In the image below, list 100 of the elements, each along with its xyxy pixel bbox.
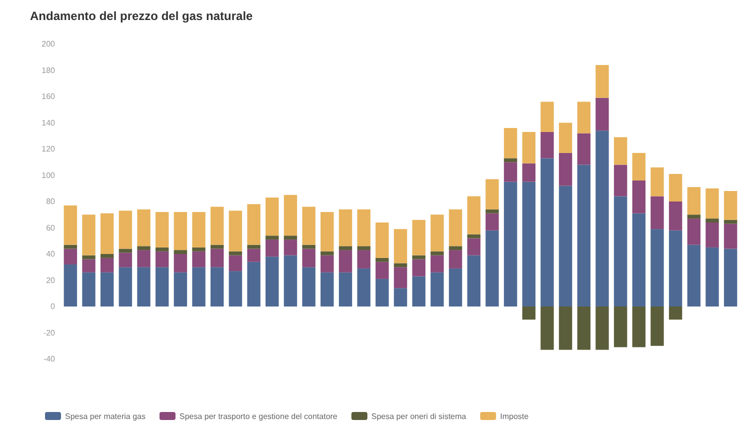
bar bbox=[394, 288, 408, 306]
y-tick-label: 0 bbox=[50, 302, 56, 312]
bar bbox=[357, 246, 370, 250]
bar bbox=[430, 255, 444, 272]
bar bbox=[137, 246, 150, 250]
bar bbox=[137, 267, 150, 306]
bar bbox=[668, 174, 682, 202]
bar bbox=[412, 255, 426, 260]
chart-title: Andamento del prezzo del gas naturale bbox=[30, 9, 254, 23]
bar bbox=[247, 244, 260, 249]
bar bbox=[174, 250, 188, 254]
bar bbox=[504, 182, 518, 306]
bar bbox=[577, 164, 590, 306]
bar bbox=[650, 229, 664, 306]
bar bbox=[706, 188, 719, 219]
bar bbox=[100, 213, 114, 254]
y-tick-label: 100 bbox=[42, 170, 56, 180]
bar bbox=[156, 212, 169, 248]
bar bbox=[192, 247, 206, 252]
y-tick-label: 40 bbox=[46, 250, 56, 259]
bar bbox=[448, 209, 462, 246]
bar bbox=[357, 250, 370, 268]
bar bbox=[338, 209, 352, 246]
bar bbox=[596, 306, 609, 350]
bar bbox=[632, 152, 646, 180]
bar bbox=[210, 244, 224, 249]
bar bbox=[64, 264, 78, 306]
bar bbox=[266, 256, 279, 306]
bar bbox=[687, 187, 700, 215]
bar bbox=[577, 102, 590, 134]
y-tick-label: 180 bbox=[42, 66, 56, 75]
bar bbox=[614, 137, 628, 165]
bar bbox=[706, 222, 719, 248]
bar bbox=[82, 214, 96, 256]
bar bbox=[614, 164, 628, 196]
bar bbox=[394, 263, 408, 268]
bar bbox=[82, 255, 96, 260]
bar bbox=[632, 180, 646, 214]
y-tick-label: 140 bbox=[42, 118, 56, 128]
bar bbox=[430, 272, 444, 306]
y-tick-label: 200 bbox=[42, 40, 56, 49]
bar bbox=[266, 236, 279, 240]
bar bbox=[486, 230, 499, 306]
bar bbox=[357, 209, 370, 246]
y-tick-label: -40 bbox=[43, 354, 56, 364]
bar bbox=[412, 220, 426, 256]
bar bbox=[650, 167, 664, 196]
bar bbox=[430, 251, 444, 256]
bar bbox=[687, 244, 700, 306]
bar bbox=[467, 234, 480, 238]
bar bbox=[302, 267, 316, 306]
bar bbox=[706, 247, 719, 306]
bar bbox=[118, 252, 132, 268]
bar bbox=[632, 213, 646, 306]
bar bbox=[174, 212, 188, 250]
bar bbox=[247, 204, 260, 245]
bar bbox=[320, 272, 334, 306]
bar bbox=[467, 196, 480, 234]
bar bbox=[100, 258, 114, 272]
bar bbox=[522, 132, 536, 164]
bar bbox=[486, 209, 499, 214]
bar bbox=[540, 102, 554, 132]
y-tick-label: 160 bbox=[42, 92, 56, 102]
bar bbox=[412, 259, 426, 276]
bar bbox=[558, 122, 572, 153]
bar bbox=[118, 210, 132, 249]
bar bbox=[467, 238, 480, 256]
bar bbox=[284, 240, 298, 256]
bar bbox=[467, 255, 480, 306]
bar bbox=[302, 206, 316, 245]
bar bbox=[558, 152, 572, 186]
bar bbox=[577, 306, 590, 350]
y-tick-label: 20 bbox=[46, 276, 56, 285]
bar bbox=[137, 250, 150, 268]
bar bbox=[687, 218, 700, 245]
bar bbox=[100, 254, 114, 258]
bar bbox=[540, 158, 554, 306]
bar bbox=[724, 191, 738, 220]
bar bbox=[394, 267, 408, 288]
bar bbox=[100, 272, 114, 306]
bar bbox=[302, 248, 316, 268]
bar bbox=[614, 306, 628, 348]
bar bbox=[82, 272, 96, 306]
bar bbox=[228, 255, 242, 272]
bar bbox=[430, 214, 444, 252]
bar bbox=[724, 248, 738, 306]
bar bbox=[210, 267, 224, 306]
y-tick-label: -20 bbox=[43, 328, 56, 338]
bar bbox=[596, 130, 609, 306]
legend-label: Spesa per materia gas bbox=[65, 412, 146, 421]
legend-label: Spesa per trasporto e gestione del contatore bbox=[180, 412, 338, 421]
bar bbox=[412, 276, 426, 306]
bar bbox=[118, 267, 132, 306]
bar bbox=[174, 272, 188, 306]
bar bbox=[650, 306, 664, 346]
bar bbox=[668, 230, 682, 306]
bar bbox=[448, 250, 462, 268]
bar bbox=[284, 255, 298, 306]
bar bbox=[724, 220, 738, 224]
bar bbox=[266, 240, 279, 257]
